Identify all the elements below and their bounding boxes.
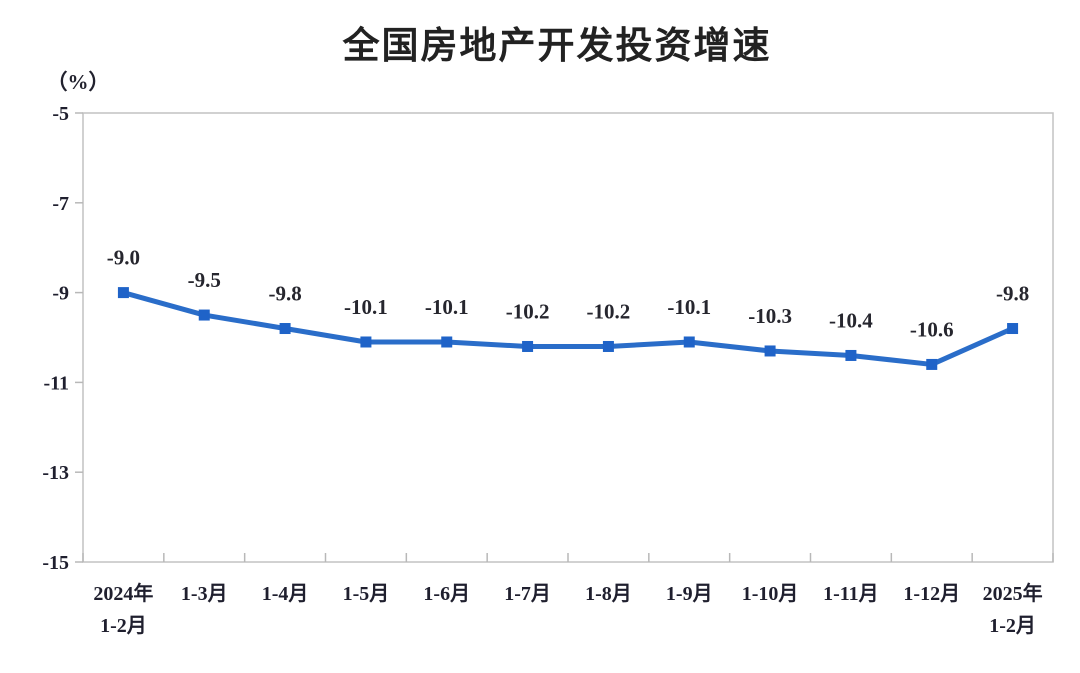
y-axis-tick-label: -13: [42, 462, 69, 484]
data-point-marker: [522, 340, 534, 352]
data-point-label: -10.6: [910, 317, 954, 341]
data-point-label: -10.1: [425, 295, 469, 319]
data-point-marker: [279, 323, 291, 335]
series-line: [120, 290, 1016, 367]
data-point-label: -9.5: [188, 268, 221, 292]
data-point-marker: [360, 336, 372, 348]
x-axis-tick-label: 1-11月: [823, 583, 879, 605]
data-point-marker: [926, 358, 938, 370]
x-axis-tick-label: 1-2月: [100, 615, 147, 637]
plot-border: [82, 112, 1054, 563]
y-axis-tick-label: -15: [42, 552, 69, 574]
y-axis-tick-label: -5: [52, 103, 69, 125]
chart-title: 全国房地产开发投资增速: [342, 24, 772, 66]
y-axis-tick-label: -9: [52, 283, 69, 305]
data-point-label: -10.2: [506, 299, 550, 323]
y-axis-tick-label: -7: [52, 193, 69, 215]
data-point-label: -10.1: [667, 295, 711, 319]
x-axis-tick-label: 1-6月: [423, 583, 470, 605]
data-point-label: -10.3: [748, 304, 792, 328]
data-point-marker: [1007, 323, 1019, 335]
data-point-label: -9.0: [107, 246, 140, 270]
data-point-marker: [845, 349, 857, 361]
data-point-marker: [602, 340, 614, 352]
data-point-label: -9.8: [996, 282, 1029, 306]
plot-area: -5 -7 -9 -11 -13 -15 2024年 1-2月 1-3月 1-4月 1-5月 1-6月…: [42, 103, 1054, 637]
y-axis-unit-label: （%）: [47, 70, 110, 94]
data-point-marker: [683, 336, 695, 348]
x-axis-tick-label: 1-12月: [903, 583, 960, 605]
x-axis-tick-label: 2025年: [983, 581, 1043, 605]
x-axis-tick-label: 1-2月: [989, 615, 1036, 637]
x-axis-tick-label: 1-10月: [742, 583, 799, 605]
x-axis-tick-label: 1-9月: [666, 583, 713, 605]
data-point-marker: [764, 345, 776, 357]
x-axis-tick-label: 1-4月: [262, 583, 309, 605]
x-axis-tick-label: 1-7月: [504, 583, 551, 605]
y-axis-tick-label: -11: [43, 372, 69, 394]
data-point-label: -10.2: [587, 299, 631, 323]
data-point-label: -10.4: [829, 308, 873, 332]
data-point-marker: [117, 287, 129, 299]
data-point-marker: [441, 336, 453, 348]
data-point-label: -10.1: [344, 295, 388, 319]
x-axis-tick-label: 1-5月: [343, 583, 390, 605]
data-point-marker: [198, 309, 210, 321]
x-axis-tick-label: 1-3月: [181, 583, 228, 605]
x-axis-tick-label: 2024年: [93, 581, 153, 605]
data-point-label: -9.8: [268, 282, 301, 306]
x-axis-tick-label: 1-8月: [585, 583, 632, 605]
